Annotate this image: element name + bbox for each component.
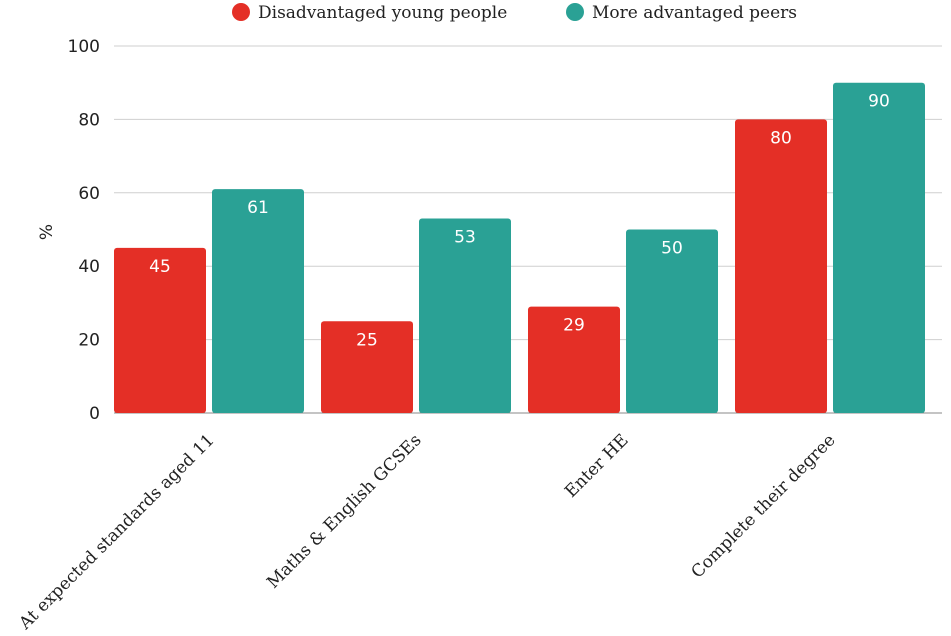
x-tick-label-3: Complete their degree [688, 430, 840, 582]
legend-swatch-advantaged [566, 3, 584, 21]
x-tick-label-2: Enter HE [561, 430, 632, 501]
legend-label-advantaged: More advantaged peers [592, 3, 797, 23]
data-label-disadvantaged-1: 25 [356, 330, 378, 350]
bar-advantaged-1 [419, 218, 511, 413]
y-tick-label-20: 20 [78, 331, 100, 351]
bar-advantaged-0 [212, 189, 304, 413]
data-label-disadvantaged-2: 29 [563, 316, 585, 336]
data-labels: 45 61 25 53 29 50 80 90 [149, 92, 890, 351]
bar-disadvantaged-2 [528, 306, 620, 413]
bar-advantaged-3 [833, 82, 925, 413]
y-tick-label-80: 80 [78, 110, 100, 130]
x-axis-ticks: At expected standards aged 11 Maths & Eng… [15, 430, 840, 634]
bar-disadvantaged-3 [735, 119, 827, 414]
legend: Disadvantaged young people More advantag… [232, 3, 797, 23]
legend-label-disadvantaged: Disadvantaged young people [258, 3, 507, 23]
bars [114, 82, 925, 414]
x-tick-label-0: At expected standards aged 11 [15, 430, 219, 634]
bar-disadvantaged-1 [321, 321, 413, 413]
x-tick-label-1: Maths & English GCSEs [263, 430, 425, 592]
y-tick-label-0: 0 [89, 404, 100, 424]
y-axis-label: % [37, 224, 57, 240]
bar-advantaged-2 [626, 229, 718, 413]
data-label-advantaged-3: 90 [868, 92, 890, 112]
y-tick-label-40: 40 [78, 257, 100, 277]
y-tick-label-60: 60 [78, 184, 100, 204]
y-axis-ticks: 0 20 40 60 80 100 [68, 37, 100, 424]
y-tick-label-100: 100 [68, 37, 100, 57]
bar-disadvantaged-0 [114, 247, 206, 413]
data-label-disadvantaged-0: 45 [149, 257, 171, 277]
data-label-advantaged-0: 61 [247, 198, 269, 218]
legend-swatch-disadvantaged [232, 3, 250, 21]
data-label-advantaged-2: 50 [661, 239, 683, 259]
data-label-advantaged-1: 53 [454, 227, 476, 247]
data-label-disadvantaged-3: 80 [770, 128, 792, 148]
